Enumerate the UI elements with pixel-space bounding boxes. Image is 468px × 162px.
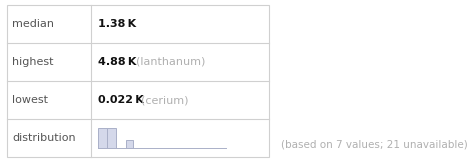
Text: 4.88 K: 4.88 K [98, 57, 136, 67]
Text: (lanthanum): (lanthanum) [136, 57, 205, 67]
Bar [98, 128, 107, 148]
Text: lowest: lowest [12, 95, 48, 105]
Text: (based on 7 values; 21 unavailable): (based on 7 values; 21 unavailable) [281, 139, 468, 149]
Bar [107, 128, 116, 148]
Text: 1.38 K: 1.38 K [98, 19, 136, 29]
Text: 0.022 K: 0.022 K [98, 95, 144, 105]
Bar [7, 5, 269, 157]
Text: highest: highest [12, 57, 54, 67]
Bar [126, 140, 133, 148]
Text: median: median [12, 19, 54, 29]
Text: (cerium): (cerium) [141, 95, 188, 105]
Text: distribution: distribution [12, 133, 76, 143]
